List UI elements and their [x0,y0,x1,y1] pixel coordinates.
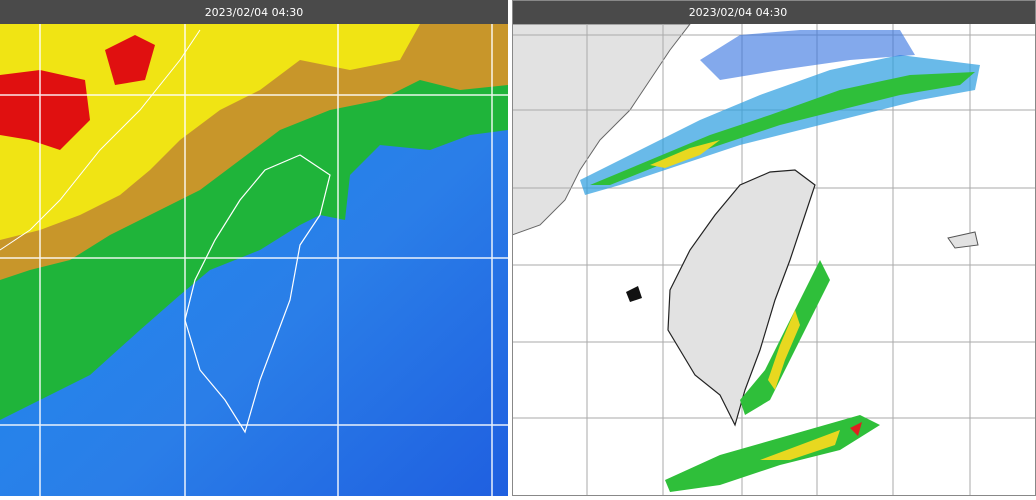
island [626,286,642,302]
echo-blue [700,30,915,80]
echo-yellow [768,310,800,390]
taiwan-outline [184,154,331,434]
echo-green [590,72,975,185]
satellite-panel [0,24,508,496]
header-bar [0,0,508,24]
island [947,231,979,249]
header-bar [512,0,1036,24]
echo-yellow [760,430,840,460]
timestamp: 2023/02/04 04:30 [689,6,788,19]
cloud-red [0,70,90,150]
grid [0,24,508,496]
echo-red [850,422,862,436]
radar-panel [512,24,1036,496]
timestamp: 2023/02/04 04:30 [205,6,304,19]
cloud-red [105,35,155,85]
echo-yellow [650,140,720,168]
coastline [0,29,201,251]
mainland [512,24,691,236]
cloud-yellow [0,24,420,240]
echo-green [665,415,880,492]
taiwan [667,169,816,427]
